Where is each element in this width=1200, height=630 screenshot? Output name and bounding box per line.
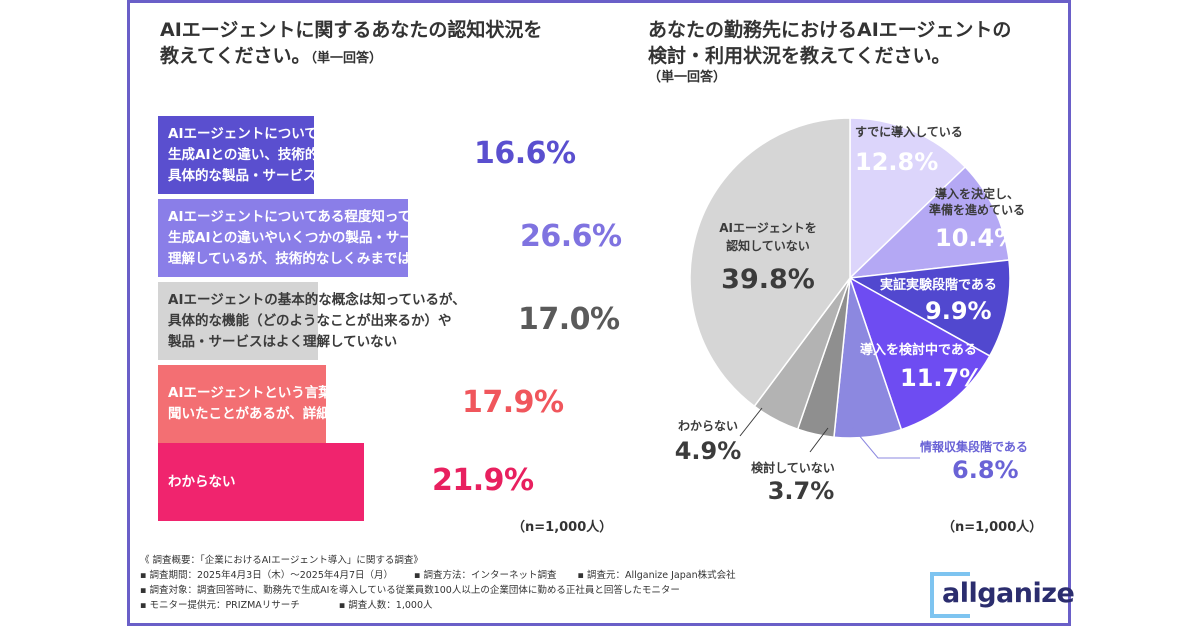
- logo-wordmark: allganize: [942, 578, 1075, 609]
- right-chart-title: あなたの勤務先におけるAIエージェントの 検討・利用状況を教えてください。 （単…: [648, 18, 1068, 87]
- left-title-line1: AIエージェントに関するあなたの認知状況を: [160, 19, 543, 41]
- logo-bracket-icon: [930, 572, 970, 618]
- pie-label-3: 実証実験段階である: [880, 277, 997, 293]
- bar-5: [158, 443, 364, 521]
- footer-target: ▪ 調査対象：調査回答時に、勤務先で生成AIを導入している従業員数100人以上の…: [140, 585, 680, 596]
- left-title-sub: （単一回答）: [310, 50, 382, 66]
- left-n-note: （n=1,000人）: [512, 520, 613, 535]
- footer-count: ▪ 調査人数：1,000人: [338, 600, 433, 611]
- footer-source: ▪ 調査元：Allganize Japan株式会社: [577, 570, 736, 581]
- bar-label-3: AIエージェントの基本的な概念は知っているが、 具体的な機能（どのようなことが出…: [168, 291, 466, 350]
- pie-label-4: 導入を検討中である: [860, 342, 977, 358]
- bar-label-2: AIエージェントについてある程度知っており、 生成AIとの違いやいくつかの製品・…: [168, 208, 479, 267]
- left-chart-title: AIエージェントに関するあなたの認知状況を 教えてください。（単一回答）: [160, 18, 600, 69]
- pie-label-5: 情報収集段階である: [920, 439, 1028, 454]
- left-title-line2: 教えてください。: [160, 44, 311, 67]
- pie-value-7: 4.9%: [675, 437, 742, 465]
- pie-value-3: 9.9%: [925, 297, 992, 325]
- bar-3: [158, 282, 318, 360]
- right-title-sub: （単一回答）: [648, 70, 727, 86]
- bar-1: [158, 116, 315, 194]
- bar-value-1: 16.6%: [474, 136, 576, 171]
- bar-4: [158, 365, 327, 443]
- pie-label-8-line1: AIエージェントを: [719, 221, 817, 235]
- bar-label-4: AIエージェントという言葉は 聞いたことがあるが、詳細はわからない: [168, 385, 411, 422]
- pie-value-4: 11.7%: [900, 364, 983, 392]
- pie-value-6: 3.7%: [768, 477, 835, 505]
- leader-line-info: [847, 421, 920, 459]
- footer-period: ▪ 調査期間：2025年4月3日（木）〜2025年4月7日（月）: [140, 570, 393, 581]
- pie-slice-8: [689, 117, 851, 408]
- pie-label-8-line2: 認知していない: [726, 238, 810, 253]
- pie-label-2-line1: 導入を決定し、: [935, 186, 1019, 201]
- pie-slice-3: [847, 259, 1011, 357]
- right-n-note: （n=1,000人）: [942, 520, 1043, 535]
- right-title-line2: 検討・利用状況を教えてください。: [648, 44, 951, 67]
- pie-label-6: 検討していない: [751, 460, 835, 475]
- pie-slice-2: [847, 165, 1010, 279]
- pie-value-5: 6.8%: [952, 456, 1019, 484]
- right-title-line1: あなたの勤務先におけるAIエージェントの: [648, 19, 1012, 41]
- pie-value-1: 12.8%: [855, 148, 938, 176]
- footer-provider: ▪ モニター提供元：PRIZMAリサーチ: [140, 600, 300, 611]
- leader-line-not-considering: [809, 427, 829, 453]
- pie-value-8: 39.8%: [721, 264, 815, 295]
- leader-line-unknown: [739, 407, 763, 437]
- bar-label-5: わからない: [168, 473, 236, 490]
- footer-method: ▪ 調査方法：インターネット調査: [414, 570, 557, 581]
- pie-label-7: わからない: [678, 419, 738, 433]
- bar-value-4: 17.9%: [462, 385, 564, 420]
- footer-line1: 《 調査概要：「企業におけるAIエージェント導入」に関する調査》: [140, 555, 423, 566]
- bar-2: [158, 199, 409, 277]
- pie-slice-4: [848, 276, 991, 431]
- bar-value-5: 21.9%: [432, 463, 534, 498]
- survey-footer: 《 調査概要：「企業におけるAIエージェント導入」に関する調査》 ▪ 調査期間：…: [140, 553, 736, 613]
- bar-label-1: AIエージェントについて詳しく知っており、 生成AIとの違い、技術的なしくみ、 …: [168, 125, 438, 184]
- pie-label-1: すでに導入している: [855, 124, 963, 139]
- pie-value-2: 10.4%: [935, 224, 1018, 252]
- pie-label-2-line2: 準備を進めている: [929, 202, 1025, 217]
- bar-value-2: 26.6%: [520, 219, 622, 254]
- pie-slice-1: [849, 117, 967, 280]
- bar-value-3: 17.0%: [518, 302, 620, 337]
- allganize-logo: allganize: [930, 572, 1075, 620]
